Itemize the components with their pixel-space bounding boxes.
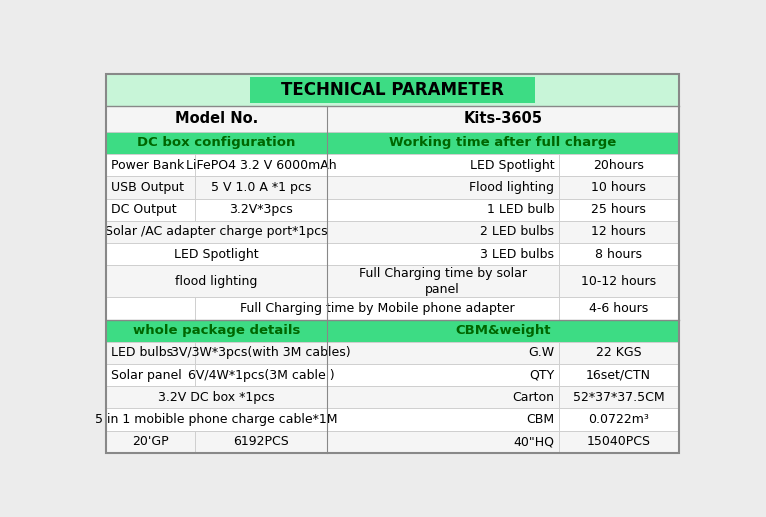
Text: Carton: Carton	[512, 391, 555, 404]
Text: TECHNICAL PARAMETER: TECHNICAL PARAMETER	[281, 81, 504, 99]
Text: 4-6 hours: 4-6 hours	[589, 302, 648, 315]
Text: 5 in 1 mobible phone charge cable*1M: 5 in 1 mobible phone charge cable*1M	[95, 413, 338, 426]
Text: Full Charging time by Mobile phone adapter: Full Charging time by Mobile phone adapt…	[240, 302, 514, 315]
Text: 40"HQ: 40"HQ	[513, 435, 555, 448]
Text: LED Spotlight: LED Spotlight	[470, 159, 555, 172]
Text: Flood lighting: Flood lighting	[470, 181, 555, 194]
Text: 6V/4W*1pcs(3M cable ): 6V/4W*1pcs(3M cable )	[188, 369, 334, 382]
Text: G.W: G.W	[529, 346, 555, 359]
Text: flood lighting: flood lighting	[175, 275, 258, 288]
Text: 12 hours: 12 hours	[591, 225, 646, 238]
Bar	[195, 154, 327, 176]
Bar	[558, 221, 679, 243]
Bar	[106, 408, 327, 431]
Bar	[195, 364, 327, 386]
Text: Power Bank: Power Bank	[110, 159, 184, 172]
Text: 5 V 1.0 A *1 pcs: 5 V 1.0 A *1 pcs	[211, 181, 311, 194]
Bar	[327, 106, 679, 132]
Bar	[106, 342, 195, 364]
Text: 3 LED bulbs: 3 LED bulbs	[480, 248, 555, 261]
Text: LiFePO4 3.2 V 6000mAh: LiFePO4 3.2 V 6000mAh	[185, 159, 336, 172]
Bar	[106, 243, 327, 265]
Bar	[250, 77, 535, 103]
Bar	[195, 342, 327, 364]
Bar	[558, 176, 679, 199]
Bar	[558, 243, 679, 265]
Text: CBM: CBM	[526, 413, 555, 426]
Text: 8 hours: 8 hours	[595, 248, 642, 261]
Bar	[327, 320, 679, 342]
Bar	[558, 408, 679, 431]
Bar	[327, 243, 558, 265]
Bar	[106, 154, 195, 176]
Text: 0.0722m³: 0.0722m³	[588, 413, 649, 426]
Bar	[327, 431, 558, 453]
Bar	[327, 132, 679, 154]
Text: 25 hours: 25 hours	[591, 203, 646, 216]
Bar	[106, 297, 195, 320]
Text: whole package details: whole package details	[133, 324, 300, 337]
Bar	[327, 342, 558, 364]
Text: CBM&weight: CBM&weight	[455, 324, 551, 337]
Text: Working time after full charge: Working time after full charge	[389, 136, 617, 149]
Bar	[106, 106, 327, 132]
Bar	[558, 199, 679, 221]
Bar	[106, 364, 195, 386]
Bar	[195, 199, 327, 221]
Text: 3.2V*3pcs: 3.2V*3pcs	[229, 203, 293, 216]
Text: DC box configuration: DC box configuration	[137, 136, 296, 149]
Bar	[106, 320, 327, 342]
Text: USB Output: USB Output	[110, 181, 184, 194]
Text: 20hours: 20hours	[593, 159, 644, 172]
Bar	[106, 199, 195, 221]
Text: 20'GP: 20'GP	[133, 435, 169, 448]
Bar	[106, 132, 327, 154]
Text: QTY: QTY	[529, 369, 555, 382]
Text: 22 KGS: 22 KGS	[596, 346, 641, 359]
Text: 16set/CTN: 16set/CTN	[586, 369, 651, 382]
Text: 15040PCS: 15040PCS	[587, 435, 650, 448]
Text: Solar panel: Solar panel	[110, 369, 182, 382]
Bar	[327, 176, 558, 199]
Text: 2 LED bulbs: 2 LED bulbs	[480, 225, 555, 238]
Bar	[558, 265, 679, 297]
Bar	[558, 431, 679, 453]
Bar	[327, 364, 558, 386]
Bar	[106, 74, 679, 106]
Text: Solar /AC adapter charge port*1pcs: Solar /AC adapter charge port*1pcs	[105, 225, 328, 238]
Text: 3.2V DC box *1pcs: 3.2V DC box *1pcs	[159, 391, 275, 404]
Bar	[558, 342, 679, 364]
Text: DC Output: DC Output	[110, 203, 176, 216]
Text: 52*37*37.5CM: 52*37*37.5CM	[573, 391, 664, 404]
Text: 10 hours: 10 hours	[591, 181, 646, 194]
Bar	[106, 431, 195, 453]
Text: Full Charging time by solar
panel: Full Charging time by solar panel	[358, 267, 527, 296]
Bar	[558, 364, 679, 386]
Text: 3V/3W*3pcs(with 3M cables): 3V/3W*3pcs(with 3M cables)	[171, 346, 351, 359]
Bar	[195, 297, 558, 320]
Text: 1 LED bulb: 1 LED bulb	[487, 203, 555, 216]
Bar	[106, 265, 327, 297]
Bar	[106, 221, 327, 243]
Bar	[195, 431, 327, 453]
Bar	[106, 386, 327, 408]
Text: 10-12 hours: 10-12 hours	[581, 275, 656, 288]
Text: Model No.: Model No.	[175, 111, 258, 127]
Bar	[327, 221, 558, 243]
Bar	[558, 154, 679, 176]
Bar	[195, 176, 327, 199]
Bar	[327, 265, 558, 297]
Bar	[327, 408, 558, 431]
Bar	[327, 154, 558, 176]
Text: Kits-3605: Kits-3605	[463, 111, 542, 127]
Text: LED Spotlight: LED Spotlight	[175, 248, 259, 261]
Bar	[558, 297, 679, 320]
Bar	[327, 199, 558, 221]
Text: TECHNICAL PARAMETER: TECHNICAL PARAMETER	[281, 81, 504, 99]
Bar	[558, 386, 679, 408]
Bar	[327, 386, 558, 408]
Text: 6192PCS: 6192PCS	[233, 435, 289, 448]
Bar	[106, 176, 195, 199]
Text: LED bulbs: LED bulbs	[110, 346, 172, 359]
